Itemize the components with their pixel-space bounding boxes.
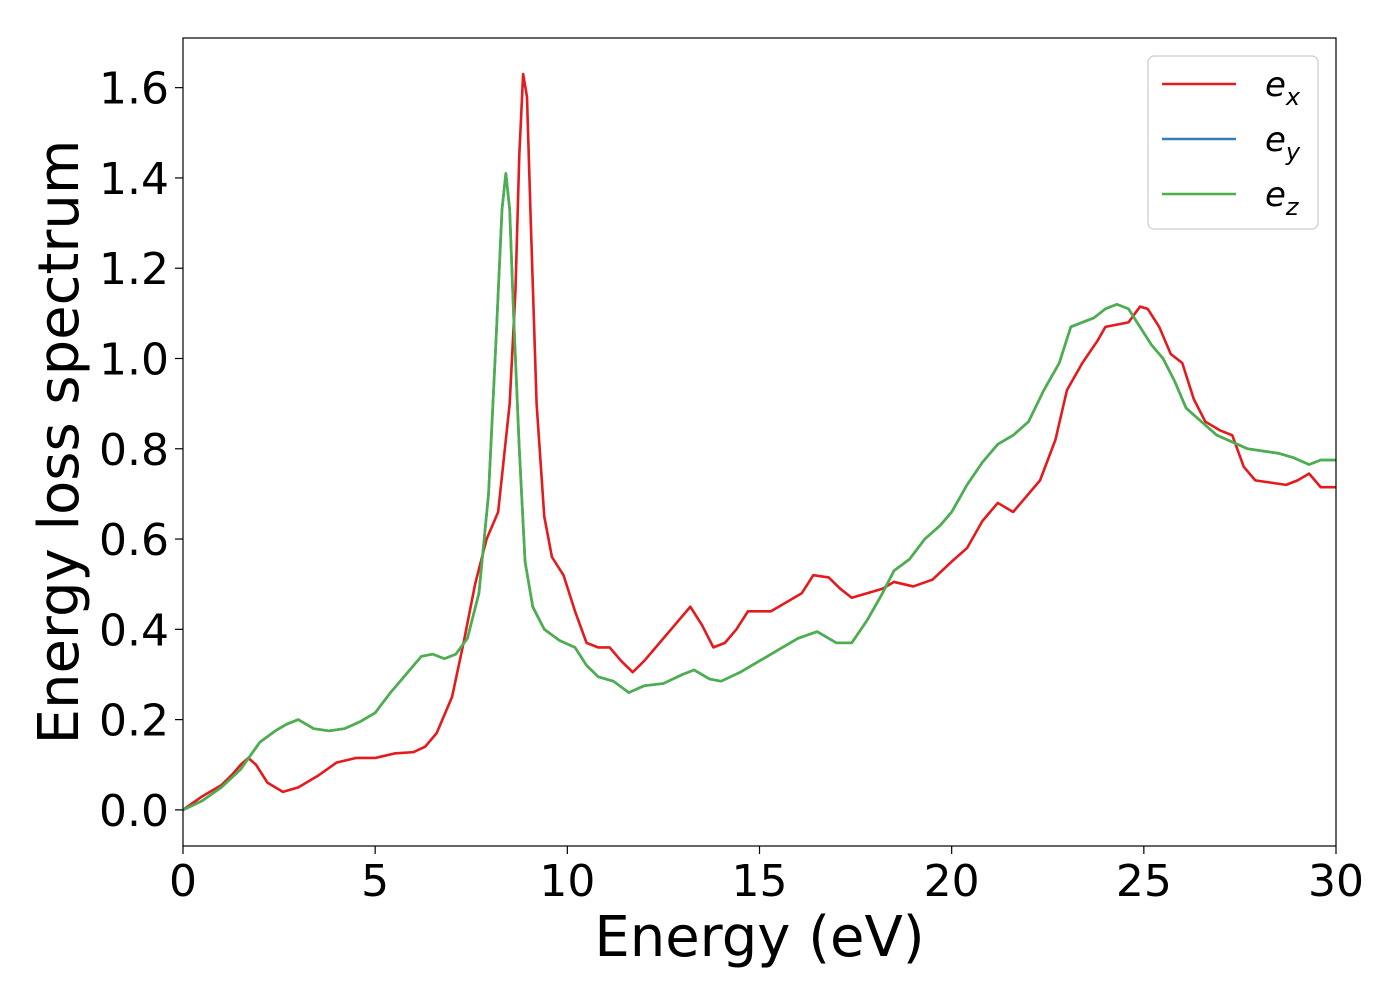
y-tick-label: 0.6 bbox=[99, 515, 169, 566]
x-tick-label: 0 bbox=[169, 856, 197, 907]
y-tick-label: 0.8 bbox=[99, 425, 169, 476]
x-axis-ticks: 0 5 10 15 20 25 30 bbox=[169, 846, 1364, 907]
series-line-ez bbox=[183, 172, 1336, 812]
x-tick-label: 5 bbox=[361, 856, 389, 907]
series-layer bbox=[183, 72, 1336, 812]
legend-box bbox=[1147, 55, 1319, 230]
series-line-ex bbox=[183, 72, 1336, 812]
x-tick-label: 30 bbox=[1308, 856, 1364, 907]
y-axis-label: Energy loss spectrum bbox=[27, 140, 92, 745]
y-tick-label: 0.0 bbox=[99, 786, 169, 837]
y-tick-label: 0.4 bbox=[99, 605, 169, 656]
y-axis-ticks: 0.0 0.2 0.4 0.6 0.8 1.0 1.2 1.4 1.6 bbox=[99, 64, 183, 837]
y-tick-label: 1.0 bbox=[99, 334, 169, 385]
x-tick-label: 15 bbox=[732, 856, 788, 907]
y-tick-label: 1.6 bbox=[99, 64, 169, 115]
x-tick-label: 10 bbox=[539, 856, 595, 907]
x-tick-label: 20 bbox=[924, 856, 980, 907]
y-tick-label: 1.4 bbox=[99, 154, 169, 205]
x-axis-label: Energy (eV) bbox=[594, 905, 924, 970]
x-tick-label: 25 bbox=[1116, 856, 1172, 907]
series-line-ey bbox=[183, 172, 1336, 812]
y-tick-label: 1.2 bbox=[99, 244, 169, 295]
y-tick-label: 0.2 bbox=[99, 696, 169, 747]
